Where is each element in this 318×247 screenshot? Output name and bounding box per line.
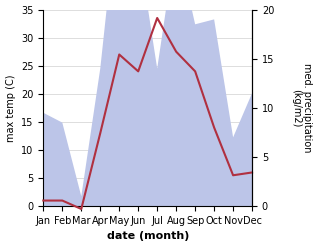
Y-axis label: max temp (C): max temp (C) <box>5 74 16 142</box>
X-axis label: date (month): date (month) <box>107 231 189 242</box>
Y-axis label: med. precipitation
(kg/m2): med. precipitation (kg/m2) <box>291 63 313 153</box>
